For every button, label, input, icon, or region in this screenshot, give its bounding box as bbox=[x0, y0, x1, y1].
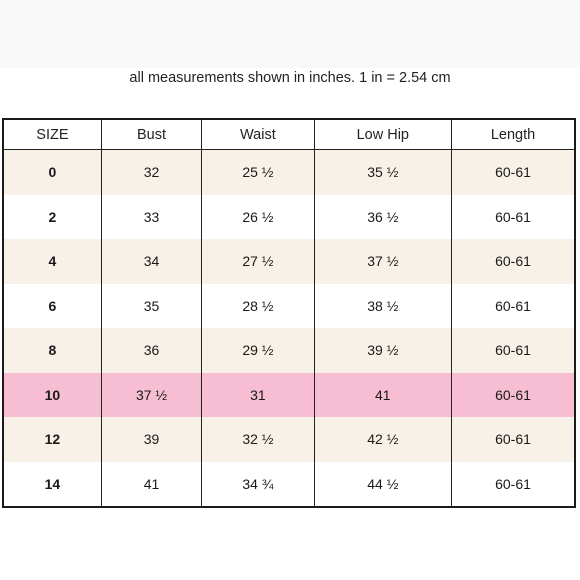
size-cell: 8 bbox=[3, 328, 102, 373]
bust-cell: 35 bbox=[101, 283, 203, 328]
length-cell: 60-61 bbox=[495, 208, 531, 225]
table-row: 6 35 28 ½ 38 ½ 60-61 bbox=[3, 283, 575, 328]
header-low-hip: Low Hip bbox=[314, 119, 453, 150]
table-row: 4 34 27 ½ 37 ½ 60-61 bbox=[3, 239, 575, 284]
low-hip-cell: 38 ½ bbox=[314, 283, 453, 328]
bust-cell: 39 bbox=[101, 417, 203, 462]
waist-cell: 25 ½ bbox=[201, 149, 315, 195]
size-cell: 12 bbox=[3, 417, 102, 462]
table-row: 14 41 34 ¾ 44 ½ 60-61 bbox=[3, 461, 575, 507]
bust-cell: 37 ½ bbox=[101, 372, 203, 417]
top-background-band bbox=[0, 0, 580, 68]
bust-cell: 41 bbox=[101, 461, 203, 507]
size-chart-table: SIZE Bust Waist Low Hip Length 0 32 25 ½… bbox=[2, 118, 576, 508]
table-row: 2 33 26 ½ 36 ½ 60-61 bbox=[3, 194, 575, 239]
header-bust: Bust bbox=[101, 119, 203, 150]
waist-cell: 29 ½ bbox=[201, 328, 315, 373]
header-length: Length bbox=[451, 119, 575, 150]
low-hip-cell: 35 ½ bbox=[314, 149, 453, 195]
waist-cell: 26 ½ bbox=[201, 194, 315, 239]
length-cell: 60-61 bbox=[451, 239, 575, 284]
header-size: SIZE bbox=[3, 119, 102, 150]
bust-cell: 32 bbox=[101, 149, 203, 195]
length-cell: 60-61 bbox=[451, 372, 575, 417]
bust-cell: 34 bbox=[101, 239, 203, 284]
highlighted-row: 10 37 ½ 31 41 60-61 bbox=[3, 372, 575, 417]
length-cell: 60-61 bbox=[451, 417, 575, 462]
length-cell: 60-61 bbox=[451, 328, 575, 373]
length-cell: 60-61 bbox=[451, 149, 575, 195]
size-cell: 14 bbox=[3, 461, 102, 507]
bust-cell: 36 bbox=[101, 328, 203, 373]
table-row: 12 39 32 ½ 42 ½ 60-61 bbox=[3, 417, 575, 462]
waist-cell: 32 ½ bbox=[201, 417, 315, 462]
low-hip-cell: 41 bbox=[314, 372, 453, 417]
header-row: SIZE Bust Waist Low Hip Length bbox=[3, 119, 575, 150]
low-hip-cell: 44 ½ bbox=[314, 461, 453, 507]
size-cell: 0 bbox=[3, 149, 102, 195]
low-hip-cell: 42 ½ bbox=[314, 417, 453, 462]
length-cell: 60-61 bbox=[495, 297, 531, 314]
table-row: 0 32 25 ½ 35 ½ 60-61 bbox=[3, 149, 575, 195]
bust-cell: 33 bbox=[101, 194, 203, 239]
header-waist: Waist bbox=[201, 119, 315, 150]
size-cell: 2 bbox=[3, 194, 102, 239]
length-cell: 60-61 bbox=[495, 475, 531, 492]
measurement-note: all measurements shown in inches. 1 in =… bbox=[129, 70, 451, 86]
low-hip-cell: 37 ½ bbox=[314, 239, 453, 284]
size-cell: 10 bbox=[3, 372, 102, 417]
waist-cell: 34 ¾ bbox=[201, 461, 315, 507]
waist-cell: 28 ½ bbox=[201, 283, 315, 328]
waist-cell: 31 bbox=[201, 372, 315, 417]
table-row: 8 36 29 ½ 39 ½ 60-61 bbox=[3, 328, 575, 373]
size-cell: 6 bbox=[3, 283, 102, 328]
low-hip-cell: 39 ½ bbox=[314, 328, 453, 373]
low-hip-cell: 36 ½ bbox=[314, 194, 453, 239]
waist-cell: 27 ½ bbox=[201, 239, 315, 284]
size-cell: 4 bbox=[3, 239, 102, 284]
